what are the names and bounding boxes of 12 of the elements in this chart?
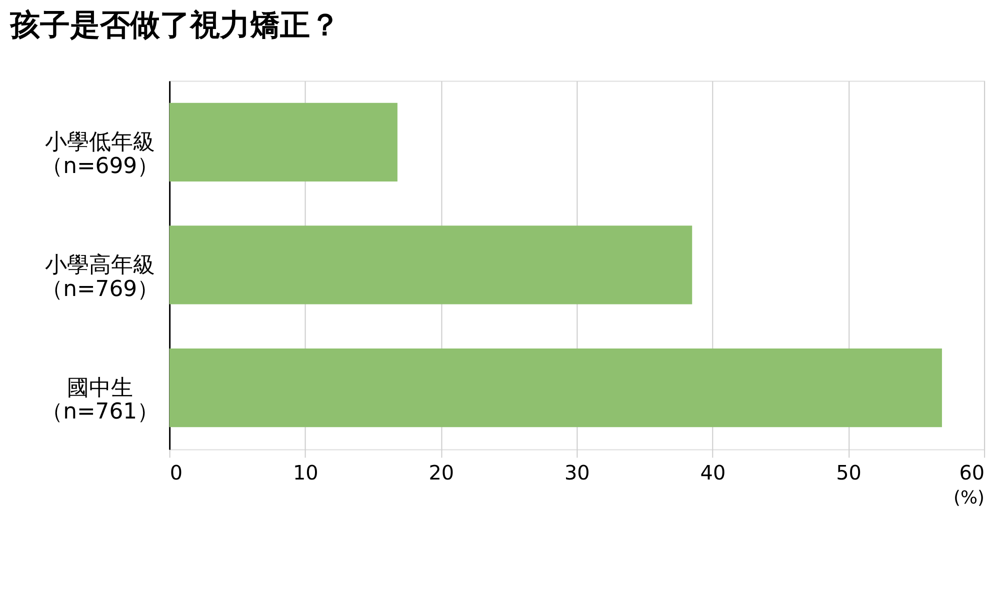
x-tick-label: 20 [428,462,454,485]
x-axis-title: (%) [954,488,985,509]
x-tick-label: 10 [292,462,318,485]
y-tick-label: 小學高年級（n=769） [41,252,160,302]
x-tick-label: 60 [959,462,985,485]
x-tick-label: 0 [170,462,182,485]
x-tick-label: 50 [836,462,862,485]
x-tick-label: 30 [564,462,590,485]
chart-title: 孩子是否做了視力矯正？ [8,8,340,43]
y-tick-label: 國中生（n=761） [41,376,160,425]
y-tick-label: 小學低年級（n=699） [41,130,160,180]
x-tick-label: 40 [700,462,726,485]
